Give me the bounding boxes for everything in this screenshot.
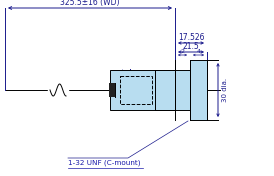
- Text: 30 dia.: 30 dia.: [222, 78, 228, 102]
- Text: 325.5±16 (WD): 325.5±16 (WD): [60, 0, 120, 7]
- Text: 4: 4: [196, 49, 201, 54]
- Text: 2: 2: [181, 49, 184, 54]
- Bar: [155, 70, 175, 110]
- Text: 21.5: 21.5: [183, 42, 199, 51]
- Bar: [109, 83, 115, 97]
- Text: 16 dia.: 16 dia.: [119, 68, 125, 92]
- Bar: [190, 60, 207, 120]
- Text: 17.526: 17.526: [178, 33, 204, 42]
- Bar: [175, 70, 190, 110]
- Bar: [120, 76, 152, 104]
- Text: 1-32 UNF (C-mount): 1-32 UNF (C-mount): [68, 160, 141, 166]
- Bar: [110, 70, 155, 110]
